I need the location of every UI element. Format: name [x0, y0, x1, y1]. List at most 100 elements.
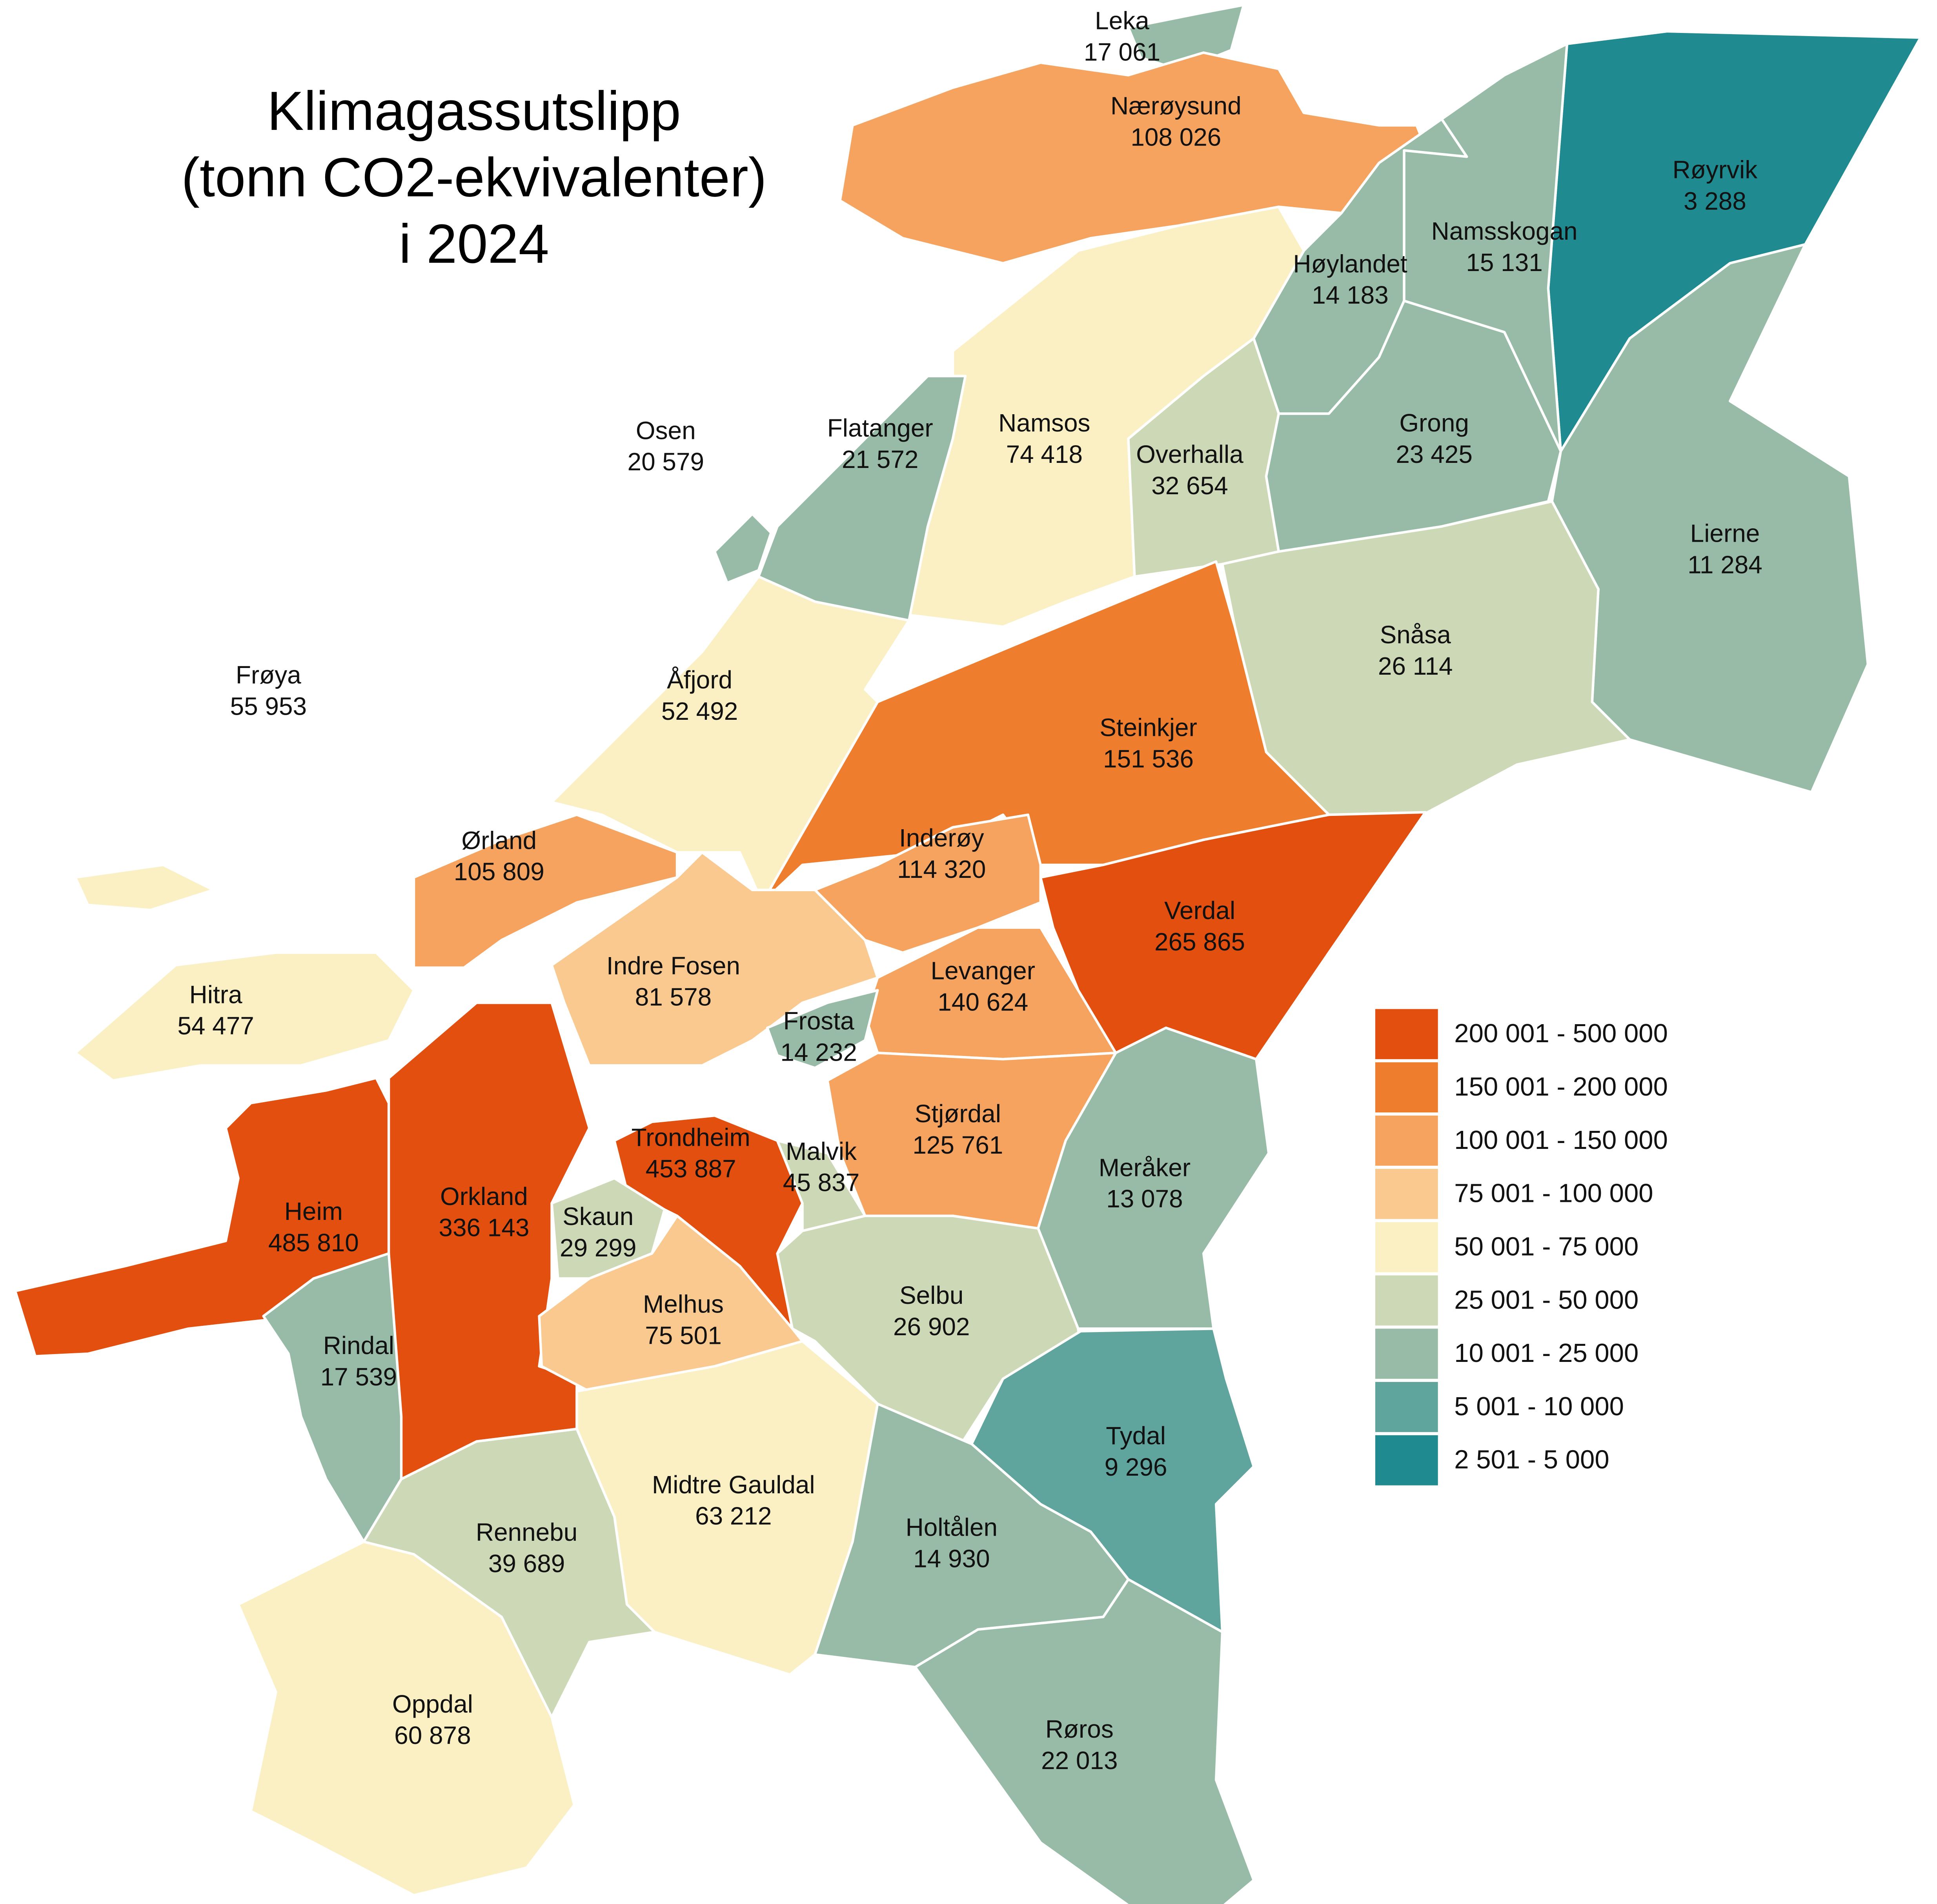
region-name: Flatanger [827, 414, 933, 442]
region [814, 813, 1042, 954]
region-name: Inderøy [899, 824, 984, 852]
region-value: 453 887 [646, 1154, 736, 1183]
region-value: 151 536 [1103, 745, 1194, 773]
region-name: Åfjord [667, 666, 732, 694]
region-name: Midtre Gauldal [652, 1471, 815, 1499]
title-line: (tonn CO2-ekvivalenter) [181, 146, 766, 208]
legend-swatch [1375, 1009, 1438, 1059]
region-value: 13 078 [1106, 1185, 1183, 1213]
region-value: 114 320 [897, 855, 986, 883]
legend-label: 2 501 - 5 000 [1454, 1445, 1609, 1474]
legend-swatch [1375, 1435, 1438, 1485]
legend-label: 5 001 - 10 000 [1454, 1392, 1624, 1421]
legend-label: 100 001 - 150 000 [1454, 1125, 1668, 1155]
region-name: Rindal [323, 1331, 394, 1360]
region-name: Namsos [998, 409, 1090, 437]
legend-swatch [1375, 1329, 1438, 1379]
legend-swatch [1375, 1116, 1438, 1166]
region-value: 17 539 [320, 1363, 397, 1391]
region-value: 45 837 [783, 1169, 859, 1197]
region [1039, 811, 1427, 1061]
region-name: Verdal [1164, 896, 1235, 925]
region-name: Høylandet [1293, 249, 1407, 278]
region-name: Ørland [461, 826, 537, 854]
region-name: Meråker [1099, 1153, 1191, 1181]
region-name: Melhus [643, 1290, 724, 1318]
region-value: 52 492 [661, 697, 738, 725]
region [74, 863, 215, 912]
region-value: 14 930 [913, 1544, 990, 1573]
region-name: Snåsa [1380, 621, 1451, 649]
region [713, 512, 772, 584]
legend-label: 10 001 - 25 000 [1454, 1338, 1638, 1368]
legend-label: 25 001 - 50 000 [1454, 1285, 1638, 1314]
region-value: 81 578 [635, 983, 712, 1011]
legend-swatch [1375, 1275, 1438, 1326]
region-value: 60 878 [394, 1721, 471, 1749]
region-labels: Leka 17 061 Nærøysund 108 026 Røyrvik 3 288 Na… [177, 6, 1762, 1774]
region-value: 22 013 [1041, 1746, 1118, 1775]
region-value: 23 425 [1396, 440, 1472, 468]
region-name: Overhalla [1136, 440, 1243, 468]
legend-label: 50 001 - 75 000 [1454, 1232, 1638, 1261]
region-name: Frøya [236, 661, 301, 689]
region [766, 989, 879, 1069]
legend-swatch [1375, 1382, 1438, 1432]
region-name: Heim [284, 1197, 343, 1225]
region-value: 54 477 [177, 1012, 254, 1040]
region-value: 3 288 [1684, 187, 1746, 215]
region-value: 17 061 [1084, 38, 1160, 66]
region-name: Lierne [1690, 519, 1760, 547]
legend-label: 200 001 - 500 000 [1454, 1019, 1668, 1048]
region [412, 813, 679, 969]
regions [14, 4, 1922, 1904]
region-name: Oppdal [392, 1690, 473, 1718]
region [74, 951, 415, 1082]
region-value: 26 902 [893, 1312, 970, 1341]
region-name: Namsskogan [1431, 217, 1578, 245]
region [237, 1540, 576, 1897]
region [914, 1578, 1255, 1904]
region-value: 20 579 [628, 448, 704, 476]
region-value: 29 299 [560, 1234, 636, 1262]
region-value: 140 624 [938, 988, 1028, 1016]
region-value: 265 865 [1154, 928, 1245, 956]
region-value: 15 131 [1466, 248, 1542, 277]
region-name: Indre Fosen [606, 952, 740, 980]
title-line: Klimagassutslipp [267, 80, 681, 142]
region-name: Stjørdal [915, 1099, 1001, 1128]
legend-swatch [1375, 1169, 1438, 1219]
region-name: Osen [636, 416, 696, 444]
region-value: 39 689 [488, 1549, 565, 1578]
region-value: 336 143 [439, 1214, 529, 1242]
legend-swatch [1375, 1222, 1438, 1272]
legend-label: 150 001 - 200 000 [1454, 1072, 1668, 1101]
region-name: Røyrvik [1673, 156, 1758, 184]
region-name: Rennebu [476, 1518, 577, 1546]
region-name: Levanger [931, 957, 1035, 985]
region [1265, 299, 1562, 553]
region-value: 21 572 [842, 445, 918, 473]
region-value: 63 212 [695, 1502, 772, 1530]
region-value: 32 654 [1151, 471, 1228, 500]
region-name: Røros [1045, 1715, 1114, 1743]
region-value: 75 501 [645, 1321, 721, 1349]
region-name: Holtålen [906, 1513, 998, 1541]
region-name: Orkland [440, 1182, 528, 1210]
region [538, 1214, 804, 1393]
region-name: Nærøysund [1110, 92, 1242, 120]
region-value: 125 761 [912, 1131, 1003, 1159]
region-name: Trondheim [632, 1123, 750, 1152]
region-value: 26 114 [1378, 652, 1453, 680]
title-line: i 2024 [399, 213, 549, 275]
legend: 200 001 - 500 000 150 001 - 200 000 100 00… [1375, 1009, 1668, 1485]
region-name: Frosta [783, 1007, 855, 1035]
region-value: 74 418 [1006, 440, 1083, 468]
region-name: Steinkjer [1100, 714, 1197, 742]
region-name: Skaun [563, 1202, 634, 1231]
region-value: 14 183 [1312, 281, 1388, 309]
region-value: 11 284 [1688, 550, 1762, 579]
legend-label: 75 001 - 100 000 [1454, 1179, 1653, 1208]
